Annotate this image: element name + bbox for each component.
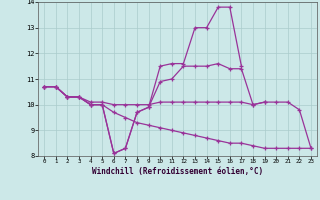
X-axis label: Windchill (Refroidissement éolien,°C): Windchill (Refroidissement éolien,°C) (92, 167, 263, 176)
